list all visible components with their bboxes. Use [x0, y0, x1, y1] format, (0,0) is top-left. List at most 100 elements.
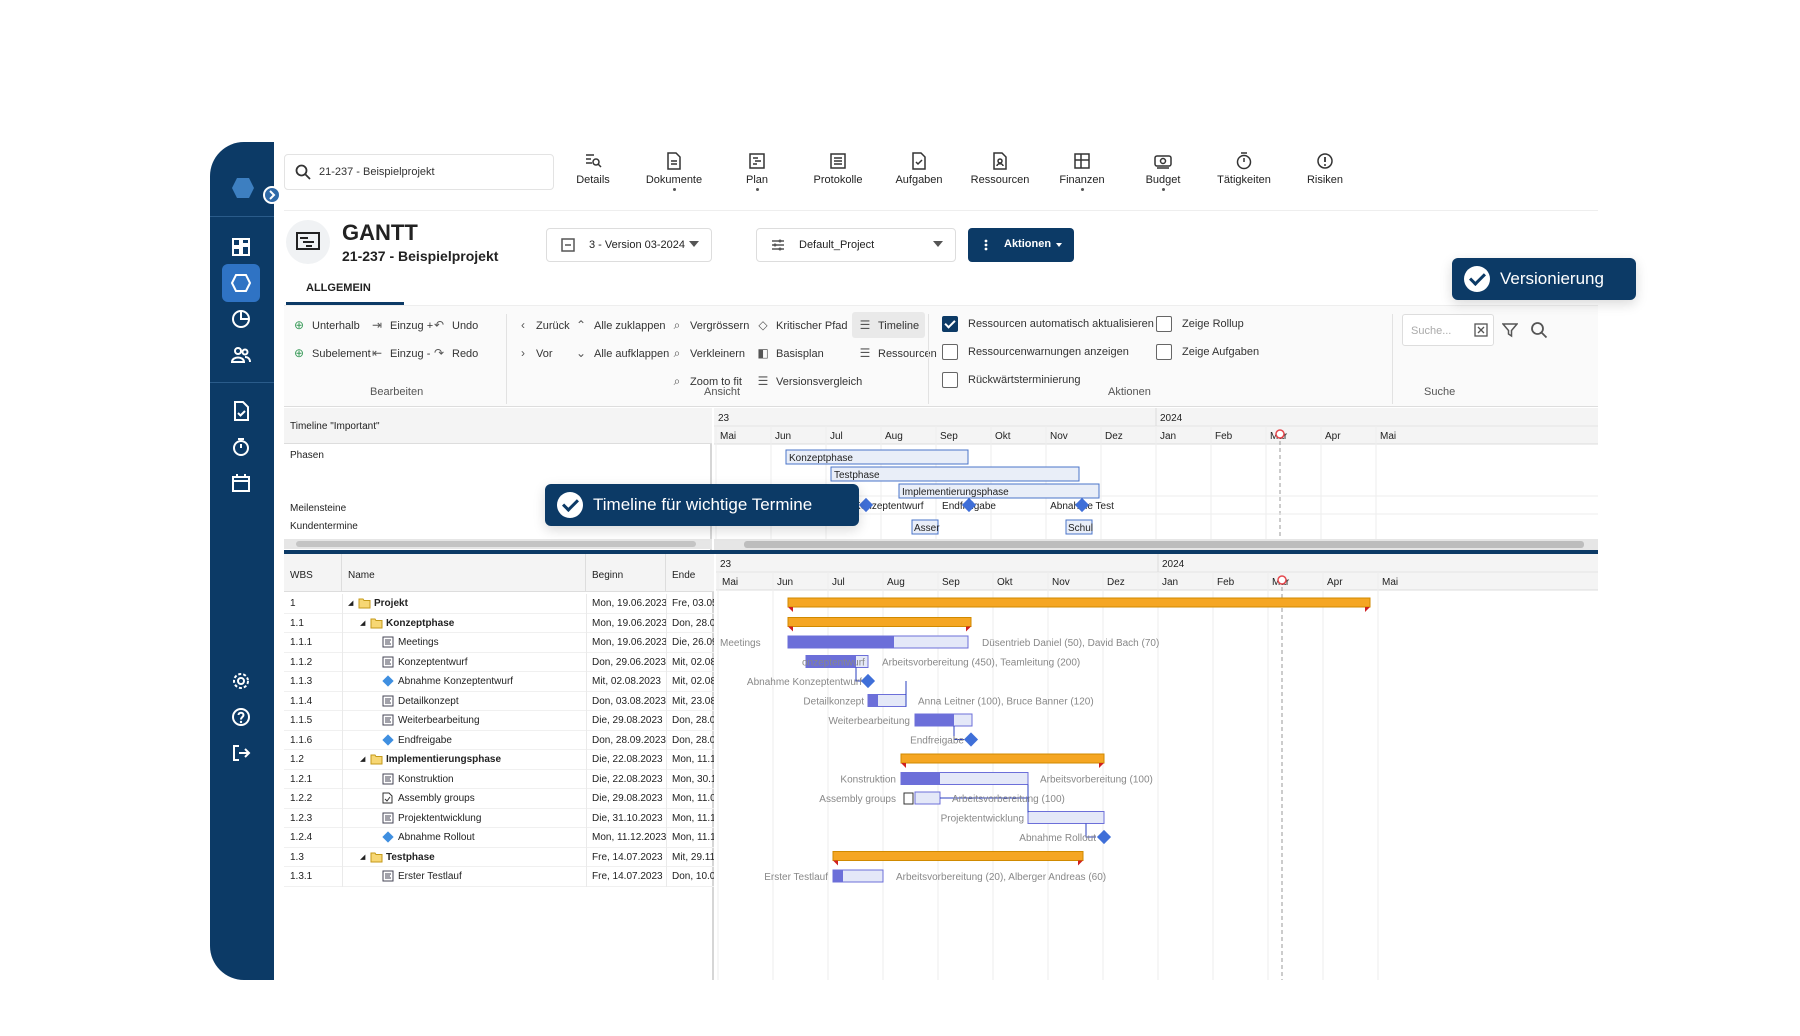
search-icon[interactable]: [1530, 321, 1548, 339]
checkbox[interactable]: [942, 372, 958, 388]
clear-icon[interactable]: [1474, 323, 1488, 337]
checkbox[interactable]: [1156, 316, 1172, 332]
expand-all-button[interactable]: ⌄ Alle aufklappen: [575, 346, 670, 360]
nav-budget[interactable]: Budget: [1123, 152, 1203, 191]
critical-path-button[interactable]: ◇ Kritischer Pfad: [756, 318, 847, 332]
version-select[interactable]: 3 - Version 03-2024: [546, 228, 712, 262]
zoom-in-button[interactable]: ⌕ Vergrössern: [670, 318, 750, 333]
expand-toggle-icon[interactable]: ◢: [360, 853, 366, 861]
table-row[interactable]: 1.2.4 Abnahme Rollout Mon, 11.12.2023 Mon, …: [284, 828, 714, 848]
sidebar-collapse-button[interactable]: [263, 186, 281, 204]
table-row[interactable]: 1 ◢ Projekt Mon, 19.06.2023 Fre, 03.05: [284, 594, 714, 614]
table-row[interactable]: 1.1.3 Abnahme Konzeptentwurf Mit, 02.08.20…: [284, 672, 714, 692]
year-label: 2024: [1162, 559, 1185, 570]
redo-icon: ↷: [433, 346, 445, 360]
nav-aufgaben[interactable]: Aufgaben: [879, 152, 959, 186]
table-row[interactable]: 1.1 ◢ Konzeptphase Mon, 19.06.2023 Don, 28.0…: [284, 613, 714, 633]
undo-button[interactable]: ↶ Undo: [433, 318, 479, 332]
show-tasks-checkbox[interactable]: Zeige Aufgaben: [1156, 344, 1259, 360]
show-rollup-checkbox[interactable]: Zeige Rollup: [1156, 316, 1244, 332]
timeline-row-label: Meilensteine: [290, 503, 347, 514]
table-row[interactable]: 1.1.6 Endfreigabe Don, 28.09.2023 Don, 28.0…: [284, 730, 714, 750]
panel-splitter[interactable]: [284, 550, 1598, 554]
table-row[interactable]: 1.1.1 Meetings Mon, 19.06.2023 Die, 26.09: [284, 633, 714, 653]
expand-toggle-icon[interactable]: ◢: [360, 756, 366, 763]
horizontal-scrollbar[interactable]: [284, 539, 712, 549]
search-input[interactable]: 21-237 - Beispielprojekt: [319, 166, 435, 178]
summary-bar-cap: [1365, 607, 1370, 612]
zoom-out-button[interactable]: ⌕ Verkleinern: [670, 346, 745, 361]
tab-allgemein[interactable]: ALLGEMEIN: [306, 282, 371, 294]
sidebar-item-dashboard[interactable]: [222, 228, 260, 266]
table-row[interactable]: 1.1.5 Weiterbearbeitung Die, 29.08.2023 Don…: [284, 711, 714, 731]
resource-warnings-checkbox[interactable]: Ressourcenwarnungen anzeigen: [942, 344, 1129, 360]
project-search[interactable]: 21-237 - Beispielprojekt: [284, 154, 554, 190]
actions-button[interactable]: Aktionen: [968, 228, 1074, 262]
nav-protokolle[interactable]: Protokolle: [798, 152, 878, 186]
project-select[interactable]: Default_Project: [756, 228, 956, 262]
nav-risiken[interactable]: Risiken: [1285, 152, 1365, 186]
column-header-name[interactable]: Name: [342, 554, 586, 592]
filter-icon[interactable]: [1502, 322, 1518, 338]
resources-toggle-button[interactable]: ☰ Ressourcen: [859, 346, 937, 360]
auto-update-resources-checkbox[interactable]: Ressourcen automatisch aktualisieren: [942, 316, 1154, 332]
baseline-button[interactable]: ◧ Basisplan: [757, 346, 824, 360]
table-row[interactable]: 1.3.1 Erster Testlauf Fre, 14.07.2023 Don, …: [284, 867, 714, 887]
scrollbar-thumb[interactable]: [296, 541, 696, 547]
expand-toggle-icon[interactable]: ◢: [348, 600, 354, 607]
sidebar: [210, 142, 281, 980]
column-header-begin[interactable]: Beginn: [586, 554, 666, 592]
version-compare-button[interactable]: ☰ Versionsvergleich: [757, 374, 863, 388]
sidebar-item-help[interactable]: [222, 698, 260, 736]
sidebar-item-users[interactable]: [222, 336, 260, 374]
nav-details[interactable]: Details: [553, 152, 633, 186]
subelement-button[interactable]: ⊕ Subelement: [293, 346, 371, 360]
expand-toggle-icon[interactable]: ◢: [360, 619, 366, 627]
gantt-search-field[interactable]: Suche...: [1402, 314, 1494, 346]
table-row[interactable]: 1.1.2 Konzeptentwurf Don, 29.06.2023 Mit, 0…: [284, 652, 714, 672]
checkbox-checked[interactable]: [942, 316, 958, 332]
sidebar-item-analytics[interactable]: [222, 300, 260, 338]
nav-ressourcen[interactable]: Ressourcen: [960, 152, 1040, 186]
sidebar-item-timer[interactable]: [222, 428, 260, 466]
sidebar-item-settings[interactable]: [222, 662, 260, 700]
indent-plus-button[interactable]: ⇥ Einzug +: [371, 318, 434, 332]
sidebar-item-calendar[interactable]: [222, 464, 260, 502]
redo-button[interactable]: ↷ Redo: [433, 346, 479, 360]
phase-bar: [785, 449, 969, 465]
sidebar-item-projects[interactable]: [222, 264, 260, 302]
column-header-wbs[interactable]: WBS: [284, 554, 342, 592]
indent-minus-button[interactable]: ⇤ Einzug -: [371, 346, 431, 360]
table-row[interactable]: 1.2.2 Assembly groups Die, 29.08.2023 Mon, …: [284, 789, 714, 809]
checkbox[interactable]: [1156, 344, 1172, 360]
table-row[interactable]: 1.3 ◢ Testphase Fre, 14.07.2023 Mit, 29.11: [284, 847, 714, 867]
backward-scheduling-checkbox[interactable]: Rückwärtsterminierung: [942, 372, 1080, 388]
table-row[interactable]: 1.2.3 Projektentwicklung Die, 31.10.2023 Mo…: [284, 808, 714, 828]
timeline-panel: Timeline "Important" Phasen Meilensteine…: [284, 408, 1598, 550]
nav-dokumente[interactable]: Dokumente: [634, 152, 714, 191]
nav-finanzen[interactable]: Finanzen: [1042, 152, 1122, 191]
table-row[interactable]: 1.1.4 Detailkonzept Don, 03.08.2023 Mit, 23…: [284, 691, 714, 711]
forward-button[interactable]: › Vor: [516, 346, 553, 360]
nav-plan[interactable]: Plan: [717, 152, 797, 191]
gantt-search-input[interactable]: Suche...: [1411, 325, 1452, 337]
task-progress: [915, 714, 954, 726]
back-button[interactable]: ‹ Zurück: [516, 318, 570, 332]
column-divider: [586, 633, 587, 653]
wbs-cell: 1.1: [290, 617, 304, 629]
collapse-all-button[interactable]: ⌃ Alle zuklappen: [575, 318, 666, 332]
sidebar-item-tasks[interactable]: [222, 392, 260, 430]
nav-t-tigkeiten[interactable]: Tätigkeiten: [1204, 152, 1284, 186]
chevron-down-icon: [933, 241, 943, 247]
name-cell: Konzeptentwurf: [398, 656, 468, 668]
table-row[interactable]: 1.2.1 Konstruktion Die, 22.08.2023 Mon, 30.…: [284, 769, 714, 789]
sidebar-item-logout[interactable]: [222, 734, 260, 772]
insert-below-button[interactable]: ⊕ Unterhalb: [293, 318, 360, 332]
zoom-to-fit-button[interactable]: ⌕ Zoom to fit: [670, 374, 742, 389]
timeline-toggle-button[interactable]: ☰ Timeline: [852, 312, 926, 338]
task-icon: [382, 656, 394, 667]
actions-button-label: Aktionen: [1004, 238, 1052, 250]
table-row[interactable]: 1.2 ◢ Implementierungsphase Die, 22.08.2023…: [284, 750, 714, 770]
column-header-end[interactable]: Ende: [666, 554, 714, 592]
checkbox[interactable]: [942, 344, 958, 360]
